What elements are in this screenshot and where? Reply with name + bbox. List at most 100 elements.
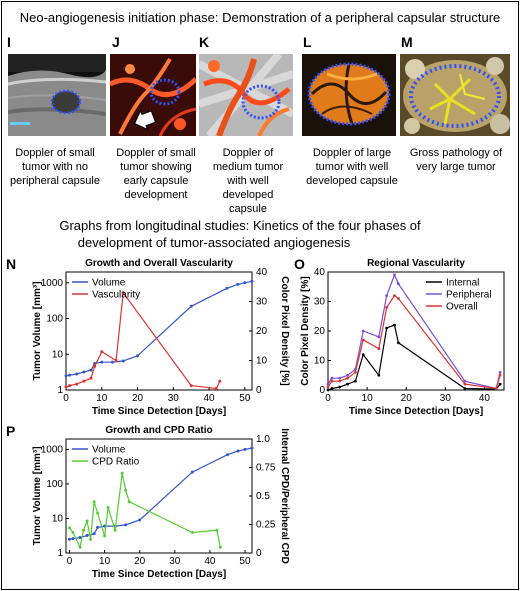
x-axis-label: Time Since Detection [Days] — [92, 569, 226, 580]
series-line-internal — [327, 324, 501, 391]
data-point — [68, 373, 72, 377]
data-point — [346, 373, 349, 377]
x-tick-label: 10 — [96, 393, 108, 404]
gross-pathology-image-m — [400, 54, 510, 136]
chart-title: Growth and Overall Vascularity — [85, 258, 233, 269]
data-point — [218, 545, 222, 549]
y-left-tick-label: 1000 — [41, 444, 64, 455]
data-point — [346, 382, 349, 386]
data-point — [361, 338, 365, 342]
y-left-tick-label: 1 — [57, 548, 63, 559]
caption-k: Doppler of medium tumor with well develo… — [212, 147, 284, 215]
y-left-tick-label: 1000 — [41, 278, 64, 289]
x-tick-label: 40 — [204, 393, 216, 404]
y-tick-label: 10 — [314, 356, 326, 367]
data-point — [189, 304, 193, 308]
panel-letter-p: P — [6, 423, 15, 439]
data-point — [92, 500, 96, 504]
y-right-tick-label: 0.75 — [256, 463, 276, 474]
y-left-tick-label: 10 — [52, 513, 64, 524]
data-point — [361, 329, 365, 333]
chart-p-svg: P Growth and CPD Ratio 0 10 20 30 40 50 1 10 100 10… — [6, 423, 290, 580]
data-point — [189, 384, 193, 388]
data-point — [121, 291, 125, 295]
data-point — [114, 359, 118, 362]
data-point — [377, 347, 381, 351]
y-left-tick-label: 100 — [46, 479, 63, 490]
y-right-tick-label: 0 — [256, 548, 262, 559]
data-point — [100, 350, 104, 354]
data-point — [463, 382, 467, 386]
data-point — [78, 536, 82, 540]
y-right-tick-label: 0.5 — [256, 491, 270, 502]
x-tick-label: 0 — [325, 393, 331, 404]
data-point — [136, 354, 140, 358]
series-line-cpd-ratio — [69, 473, 221, 550]
middle-heading-line2: development of tumor-associated angiogen… — [77, 235, 351, 250]
data-point — [78, 545, 82, 549]
y-right-tick-label: 1.0 — [256, 434, 270, 445]
data-point — [397, 297, 400, 300]
data-point — [120, 471, 124, 475]
data-point — [82, 370, 86, 374]
series-line-vascularity — [65, 291, 221, 390]
data-point — [463, 387, 467, 390]
legend-entry: CPD Ratio — [92, 457, 140, 468]
top-heading: Neo-angiogenesis initiation phase: Demon… — [19, 10, 501, 25]
data-point — [218, 379, 222, 383]
data-point — [353, 379, 357, 383]
data-point — [190, 470, 194, 474]
chart-n: N Growth and Overall Vascularity 0 10 20 30 40… — [4, 255, 294, 423]
data-point — [124, 523, 128, 527]
doppler-image-k — [199, 54, 293, 136]
data-point — [463, 379, 467, 383]
data-point — [106, 505, 110, 509]
x-tick-label: 10 — [99, 556, 111, 567]
data-point — [338, 376, 342, 380]
data-point — [225, 453, 229, 457]
data-point — [346, 376, 349, 380]
data-point — [393, 273, 396, 277]
data-point — [92, 532, 96, 536]
data-point — [64, 385, 68, 389]
data-point — [243, 281, 247, 285]
data-point — [377, 373, 381, 377]
data-point — [236, 449, 240, 453]
y-right-axis-label: Internal CPD/Peripheral CPD — [279, 428, 290, 564]
data-point — [225, 286, 229, 290]
data-point — [64, 374, 68, 378]
x-tick-label: 50 — [239, 556, 251, 567]
data-point — [353, 370, 357, 374]
legend-entry: Vascularity — [92, 290, 140, 301]
x-axis-label: Time Since Detection [Days] — [349, 406, 483, 417]
chart-title: Regional Vascularity — [367, 258, 465, 269]
y-right-tick-label: 10 — [256, 356, 268, 367]
data-point — [330, 376, 334, 380]
panel-letter-n: N — [6, 256, 16, 272]
data-point — [498, 382, 502, 386]
legend-entry: Volume — [92, 278, 126, 289]
data-point — [330, 387, 334, 390]
data-point — [326, 388, 330, 392]
y-tick-label: 40 — [314, 267, 326, 278]
panel-letter-m: M — [401, 34, 413, 50]
data-point — [326, 385, 330, 389]
legend-entry: Volume — [92, 445, 126, 456]
x-tick-label: 40 — [204, 556, 216, 567]
x-tick-label: 50 — [239, 393, 251, 404]
middle-heading-line1: Graphs from longitudinal studies: Kineti… — [59, 218, 421, 233]
data-point — [190, 530, 194, 534]
data-point — [494, 387, 498, 390]
data-point — [385, 306, 389, 309]
x-tick-label: 10 — [362, 393, 374, 404]
data-point — [397, 282, 400, 286]
y-right-tick-label: 40 — [256, 267, 268, 278]
caption-j: Doppler of small tumor showing early cap… — [116, 147, 196, 201]
data-point — [397, 341, 400, 345]
legend-entry: Peripheral — [446, 290, 492, 301]
y-right-tick-label: 30 — [256, 297, 268, 308]
data-point — [236, 282, 240, 286]
x-axis-label: Time Since Detection [Days] — [92, 406, 226, 417]
data-point — [111, 360, 114, 364]
